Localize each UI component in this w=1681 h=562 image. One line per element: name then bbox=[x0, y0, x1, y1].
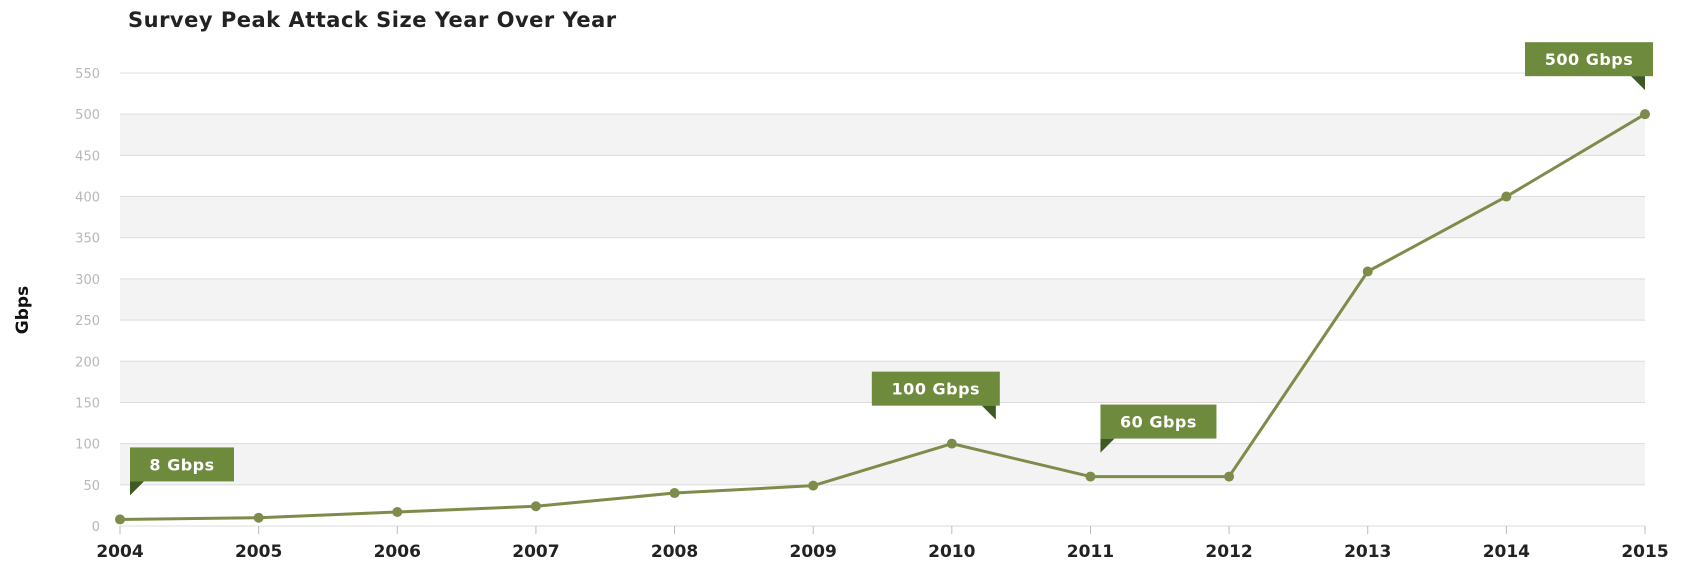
data-point bbox=[1224, 471, 1235, 482]
callout-tail bbox=[130, 481, 144, 496]
callout-label: 500 Gbps bbox=[1545, 50, 1634, 69]
data-point bbox=[530, 501, 541, 512]
data-point bbox=[1362, 266, 1373, 277]
chart-title: Survey Peak Attack Size Year Over Year bbox=[128, 8, 617, 32]
y-tick-label: 350 bbox=[75, 232, 100, 247]
data-point bbox=[669, 488, 680, 499]
annotation-callout: 60 Gbps bbox=[1100, 404, 1217, 453]
y-tick-label: 0 bbox=[92, 520, 100, 535]
y-tick-label: 500 bbox=[75, 108, 100, 123]
annotation-callout: 8 Gbps bbox=[130, 447, 234, 496]
data-point bbox=[253, 512, 264, 523]
callout-box bbox=[1525, 42, 1653, 77]
callout-box bbox=[1100, 404, 1217, 439]
data-point bbox=[115, 514, 125, 525]
x-tick-label: 2011 bbox=[1067, 542, 1114, 562]
y-tick-label: 100 bbox=[75, 438, 100, 453]
y-axis-ticks: 0 50 100 150 200 250 300 350 400 450 500 550 bbox=[75, 67, 100, 535]
y-tick-label: 550 bbox=[75, 67, 100, 82]
data-point bbox=[946, 438, 957, 449]
x-tick-label: 2012 bbox=[1205, 542, 1252, 562]
x-tick-label: 2015 bbox=[1621, 542, 1668, 562]
x-tick-label: 2007 bbox=[512, 542, 559, 562]
x-tick-label: 2004 bbox=[96, 542, 143, 562]
data-point bbox=[808, 480, 819, 491]
background-band bbox=[120, 278, 1645, 321]
callout-tail bbox=[981, 405, 996, 420]
series-line-path bbox=[119, 112, 1646, 521]
x-tick-label: 2013 bbox=[1344, 542, 1391, 562]
y-tick-label: 50 bbox=[83, 479, 100, 494]
y-tick-label: 150 bbox=[75, 396, 100, 411]
data-point bbox=[1501, 191, 1512, 202]
x-axis-ticks: 2004 2005 2006 2007 2008 2009 2010 2011 2012 2013… bbox=[96, 526, 1669, 562]
callout-label: 60 Gbps bbox=[1120, 413, 1197, 432]
x-tick-label: 2008 bbox=[651, 542, 698, 562]
y-axis-label: Gbps bbox=[13, 286, 33, 334]
callout-tail bbox=[1100, 438, 1115, 453]
annotation-callout: 100 Gbps bbox=[871, 371, 1000, 420]
y-tick-label: 400 bbox=[75, 191, 100, 206]
y-tick-label: 300 bbox=[75, 273, 100, 288]
series-line bbox=[119, 112, 1646, 521]
y-tick-label: 200 bbox=[75, 355, 100, 370]
callout-box bbox=[871, 371, 1000, 406]
annotation-callout: 500 Gbps bbox=[1525, 42, 1653, 91]
y-tick-label: 250 bbox=[75, 314, 100, 329]
x-tick-label: 2010 bbox=[928, 542, 975, 562]
callout-box bbox=[130, 447, 234, 482]
callout-label: 8 Gbps bbox=[149, 455, 214, 474]
background-bands bbox=[120, 114, 1645, 485]
x-tick-label: 2005 bbox=[235, 542, 282, 562]
data-point bbox=[1085, 471, 1096, 482]
x-tick-label: 2014 bbox=[1483, 542, 1530, 562]
callout-tail bbox=[1631, 76, 1645, 91]
callouts: 8 Gbps 100 Gbps 60 Gbps 500 Gbps bbox=[130, 42, 1653, 496]
data-points bbox=[115, 109, 1650, 525]
data-point bbox=[392, 506, 403, 517]
y-tick-label: 450 bbox=[75, 149, 100, 164]
x-tick-label: 2009 bbox=[790, 542, 837, 562]
callout-label: 100 Gbps bbox=[892, 380, 981, 399]
background-band bbox=[120, 114, 1645, 156]
background-band bbox=[120, 196, 1645, 238]
x-tick-label: 2006 bbox=[374, 542, 421, 562]
data-point bbox=[1640, 109, 1650, 120]
